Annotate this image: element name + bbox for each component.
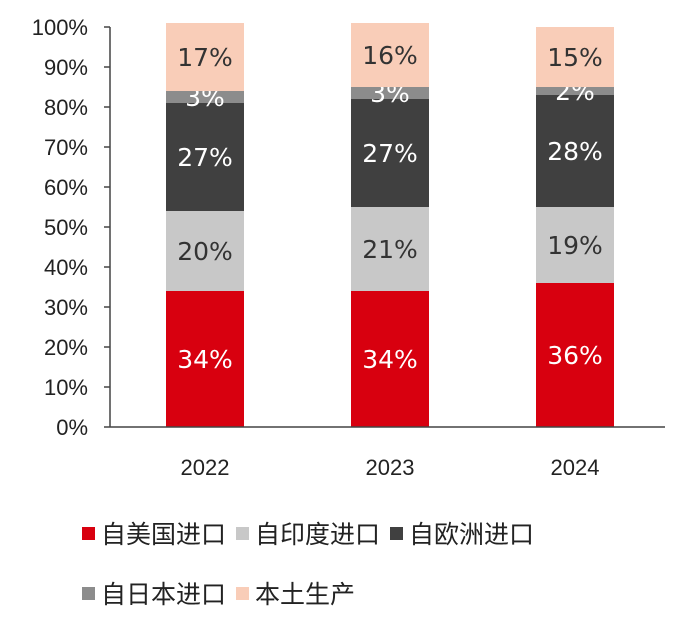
legend-item-india: 自印度进口 — [236, 515, 380, 551]
data-label: 27% — [177, 143, 233, 172]
y-tick-label: 100% — [32, 15, 88, 40]
legend-item-japan: 自日本进口 — [82, 575, 226, 611]
legend-label-domestic: 本土生产 — [255, 580, 356, 609]
data-label: 20% — [177, 237, 233, 266]
y-tick-label: 40% — [44, 255, 88, 280]
y-tick-label: 50% — [44, 215, 88, 240]
y-tick-label: 90% — [44, 55, 88, 80]
x-tick-label: 2024 — [551, 455, 600, 480]
legend-item-europe: 自欧洲进口 — [390, 515, 534, 551]
bar-segment — [351, 23, 429, 87]
bar-segment — [351, 87, 429, 99]
y-tick-label: 60% — [44, 175, 88, 200]
data-label: 21% — [362, 235, 418, 264]
data-label: 34% — [177, 345, 233, 374]
bar-segment — [166, 291, 244, 427]
legend-row-1: 自美国进口 自印度进口 自欧洲进口 — [82, 512, 682, 554]
legend-swatch-japan — [82, 586, 95, 600]
data-label: 16% — [362, 41, 418, 70]
bar-segment — [536, 95, 614, 207]
legend-item-us: 自美国进口 — [82, 515, 226, 551]
legend: 自美国进口 自印度进口 自欧洲进口 自日本进口 本土生产 — [82, 512, 682, 632]
legend-swatch-india — [236, 526, 250, 540]
y-tick-label: 0% — [56, 415, 88, 440]
bar-segment — [166, 23, 244, 91]
y-tick-label: 10% — [44, 375, 88, 400]
data-label: 17% — [177, 43, 233, 72]
bar-segment — [351, 99, 429, 207]
bar-segment — [351, 291, 429, 427]
data-label: 28% — [547, 137, 603, 166]
bar-segment — [166, 103, 244, 211]
bar-segment — [536, 207, 614, 283]
x-tick-label: 2023 — [366, 455, 415, 480]
data-label: 15% — [547, 43, 603, 72]
legend-item-domestic: 本土生产 — [236, 575, 355, 611]
legend-swatch-europe — [390, 526, 404, 540]
bar-segment — [536, 87, 614, 95]
legend-label-japan: 自日本进口 — [101, 580, 227, 609]
data-label: 27% — [362, 139, 418, 168]
bar-segment — [166, 91, 244, 103]
bar-segment — [536, 27, 614, 87]
data-label: 36% — [547, 341, 603, 370]
legend-label-india: 自印度进口 — [255, 520, 381, 549]
stacked-bar-chart: 34%20%27%3%17%202234%21%27%3%16%202336%1… — [32, 15, 665, 480]
legend-swatch-us — [82, 526, 95, 540]
legend-label-europe: 自欧洲进口 — [409, 520, 535, 549]
bar-segment — [351, 207, 429, 291]
legend-swatch-domestic — [236, 586, 250, 600]
legend-label-us: 自美国进口 — [101, 520, 227, 549]
x-tick-label: 2022 — [181, 455, 230, 480]
y-tick-label: 80% — [44, 95, 88, 120]
data-label: 19% — [547, 231, 603, 260]
legend-row-2: 自日本进口 本土生产 — [82, 572, 682, 614]
bar-segment — [536, 283, 614, 427]
y-tick-label: 70% — [44, 135, 88, 160]
data-label: 34% — [362, 345, 418, 374]
bar-segment — [166, 211, 244, 291]
y-tick-label: 30% — [44, 295, 88, 320]
y-tick-label: 20% — [44, 335, 88, 360]
